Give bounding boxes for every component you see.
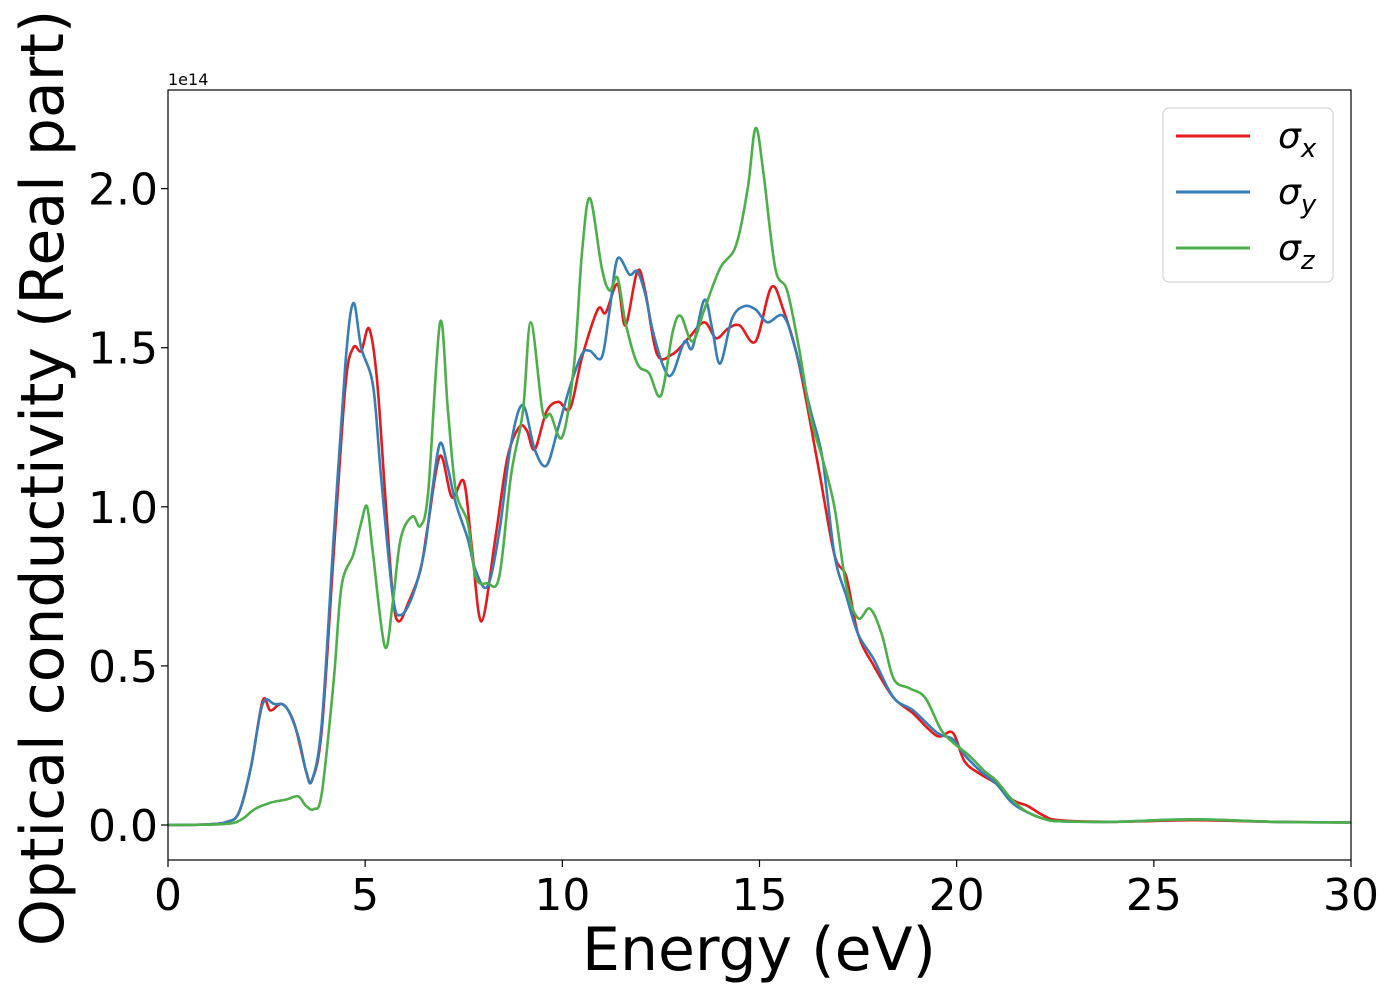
y-offset-text: 1e14 (168, 70, 208, 89)
x-tick-label: 5 (351, 870, 379, 921)
y-axis: 0.0 0.5 1.0 1.5 2.0 (88, 165, 168, 852)
y-tick-label: 1.5 (88, 324, 158, 375)
x-axis-title: Energy (eV) (582, 915, 936, 985)
y-tick-label: 2.0 (88, 165, 158, 216)
legend-box (1162, 107, 1334, 283)
series-line-y (167, 256, 1352, 827)
y-tick-label: 1.0 (88, 483, 158, 534)
legend-label-x: σx (1278, 116, 1317, 164)
x-tick-label: 30 (1323, 870, 1379, 921)
x-tick-label: 0 (154, 870, 182, 921)
y-axis-title: Optical conductivity (Real part) (8, 10, 78, 947)
x-axis: 0 5 10 15 20 25 30 (154, 860, 1379, 921)
x-tick-label: 10 (534, 870, 590, 921)
series-line-z (167, 126, 1352, 827)
legend-label-y: σy (1278, 172, 1317, 220)
y-tick-label: 0.5 (88, 642, 158, 693)
x-tick-label: 15 (732, 870, 788, 921)
x-tick-label: 20 (929, 870, 985, 921)
x-tick-label: 25 (1126, 870, 1182, 921)
series-layer (167, 126, 1352, 827)
y-tick-label: 0.0 (88, 801, 158, 852)
